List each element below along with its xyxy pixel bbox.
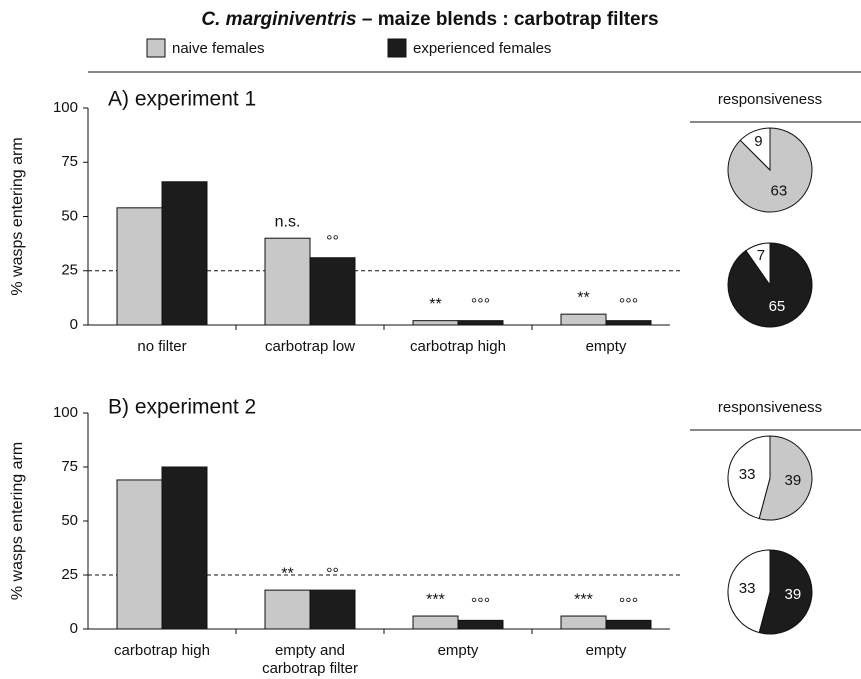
y-tick-label: 75	[61, 458, 78, 475]
title-text: – maize blends : carbotrap filters	[362, 9, 659, 30]
legend-label: experienced females	[413, 40, 551, 57]
bar	[309, 257, 356, 326]
significance-label: °°°	[619, 296, 638, 313]
pie-value-label: 39	[785, 472, 802, 489]
significance-label: °°	[326, 565, 339, 582]
pie-value-label: 63	[770, 182, 787, 199]
bar	[605, 320, 652, 326]
pie-slice	[758, 549, 813, 635]
significance-label: °°°	[471, 296, 490, 313]
x-tick-label: empty	[437, 642, 479, 659]
bar	[116, 207, 163, 326]
bar	[309, 589, 356, 630]
pie-value-label: 9	[754, 133, 762, 150]
significance-label: **	[281, 565, 293, 582]
y-tick-label: 75	[61, 153, 78, 170]
pie-value-label: 33	[739, 580, 756, 597]
panel-title: B) experiment 2	[108, 396, 256, 419]
bar	[116, 479, 163, 630]
panel-title: A) experiment 1	[108, 88, 256, 111]
bar	[457, 320, 504, 326]
bar	[412, 615, 459, 630]
pie-slice	[727, 127, 813, 213]
pie-value-label: 7	[757, 247, 765, 264]
y-tick-label: 25	[61, 566, 78, 583]
x-tick-label: carbotrap high	[114, 642, 210, 659]
pie-value-label: 65	[769, 298, 786, 315]
significance-label: ***	[574, 591, 593, 608]
pie-slice	[739, 127, 771, 172]
y-axis-label: % wasps entering arm	[9, 442, 26, 600]
figure-title: C. marginiventris – maize blends : carbo…	[201, 9, 658, 30]
legend-swatch	[387, 38, 407, 58]
x-tick-label: carbotrap high	[410, 338, 506, 355]
pie-slice	[745, 242, 771, 287]
pie-value-label: 39	[785, 586, 802, 603]
x-tick-label: empty and carbotrap filter	[262, 642, 358, 677]
legend-label: naive females	[172, 40, 265, 57]
pie-heading: responsiveness	[718, 91, 822, 108]
pie-slice	[727, 549, 771, 634]
y-tick-label: 100	[53, 99, 78, 116]
bar	[161, 466, 208, 630]
y-axis-label: % wasps entering arm	[9, 137, 26, 295]
significance-label: °°	[326, 233, 339, 250]
bar	[457, 619, 504, 630]
significance-label: n.s.	[275, 213, 301, 230]
y-tick-label: 50	[61, 512, 78, 529]
bar	[560, 313, 607, 326]
legend-swatch	[146, 38, 166, 58]
x-tick-label: carbotrap low	[264, 338, 356, 355]
pie-slice	[727, 435, 771, 520]
significance-label: °°°	[471, 596, 490, 613]
y-tick-label: 100	[53, 404, 78, 421]
y-tick-label: 0	[70, 316, 78, 333]
x-tick-label: empty	[585, 338, 627, 355]
bar	[560, 615, 607, 630]
y-tick-label: 50	[61, 207, 78, 224]
bar	[412, 320, 459, 326]
x-tick-label: no filter	[137, 338, 187, 355]
pie-value-label: 33	[739, 466, 756, 483]
y-tick-label: 25	[61, 262, 78, 279]
pie-slice	[758, 435, 813, 521]
bar	[161, 181, 208, 326]
significance-label: **	[429, 296, 441, 313]
bar	[264, 589, 311, 630]
significance-label: °°°	[619, 596, 638, 613]
significance-label: **	[577, 289, 589, 306]
bar	[605, 619, 652, 630]
bar	[264, 237, 311, 326]
x-tick-label: empty	[585, 642, 627, 659]
y-tick-label: 0	[70, 620, 78, 637]
species-name: C. marginiventris	[201, 9, 356, 30]
significance-label: ***	[426, 591, 445, 608]
pie-heading: responsiveness	[718, 399, 822, 416]
